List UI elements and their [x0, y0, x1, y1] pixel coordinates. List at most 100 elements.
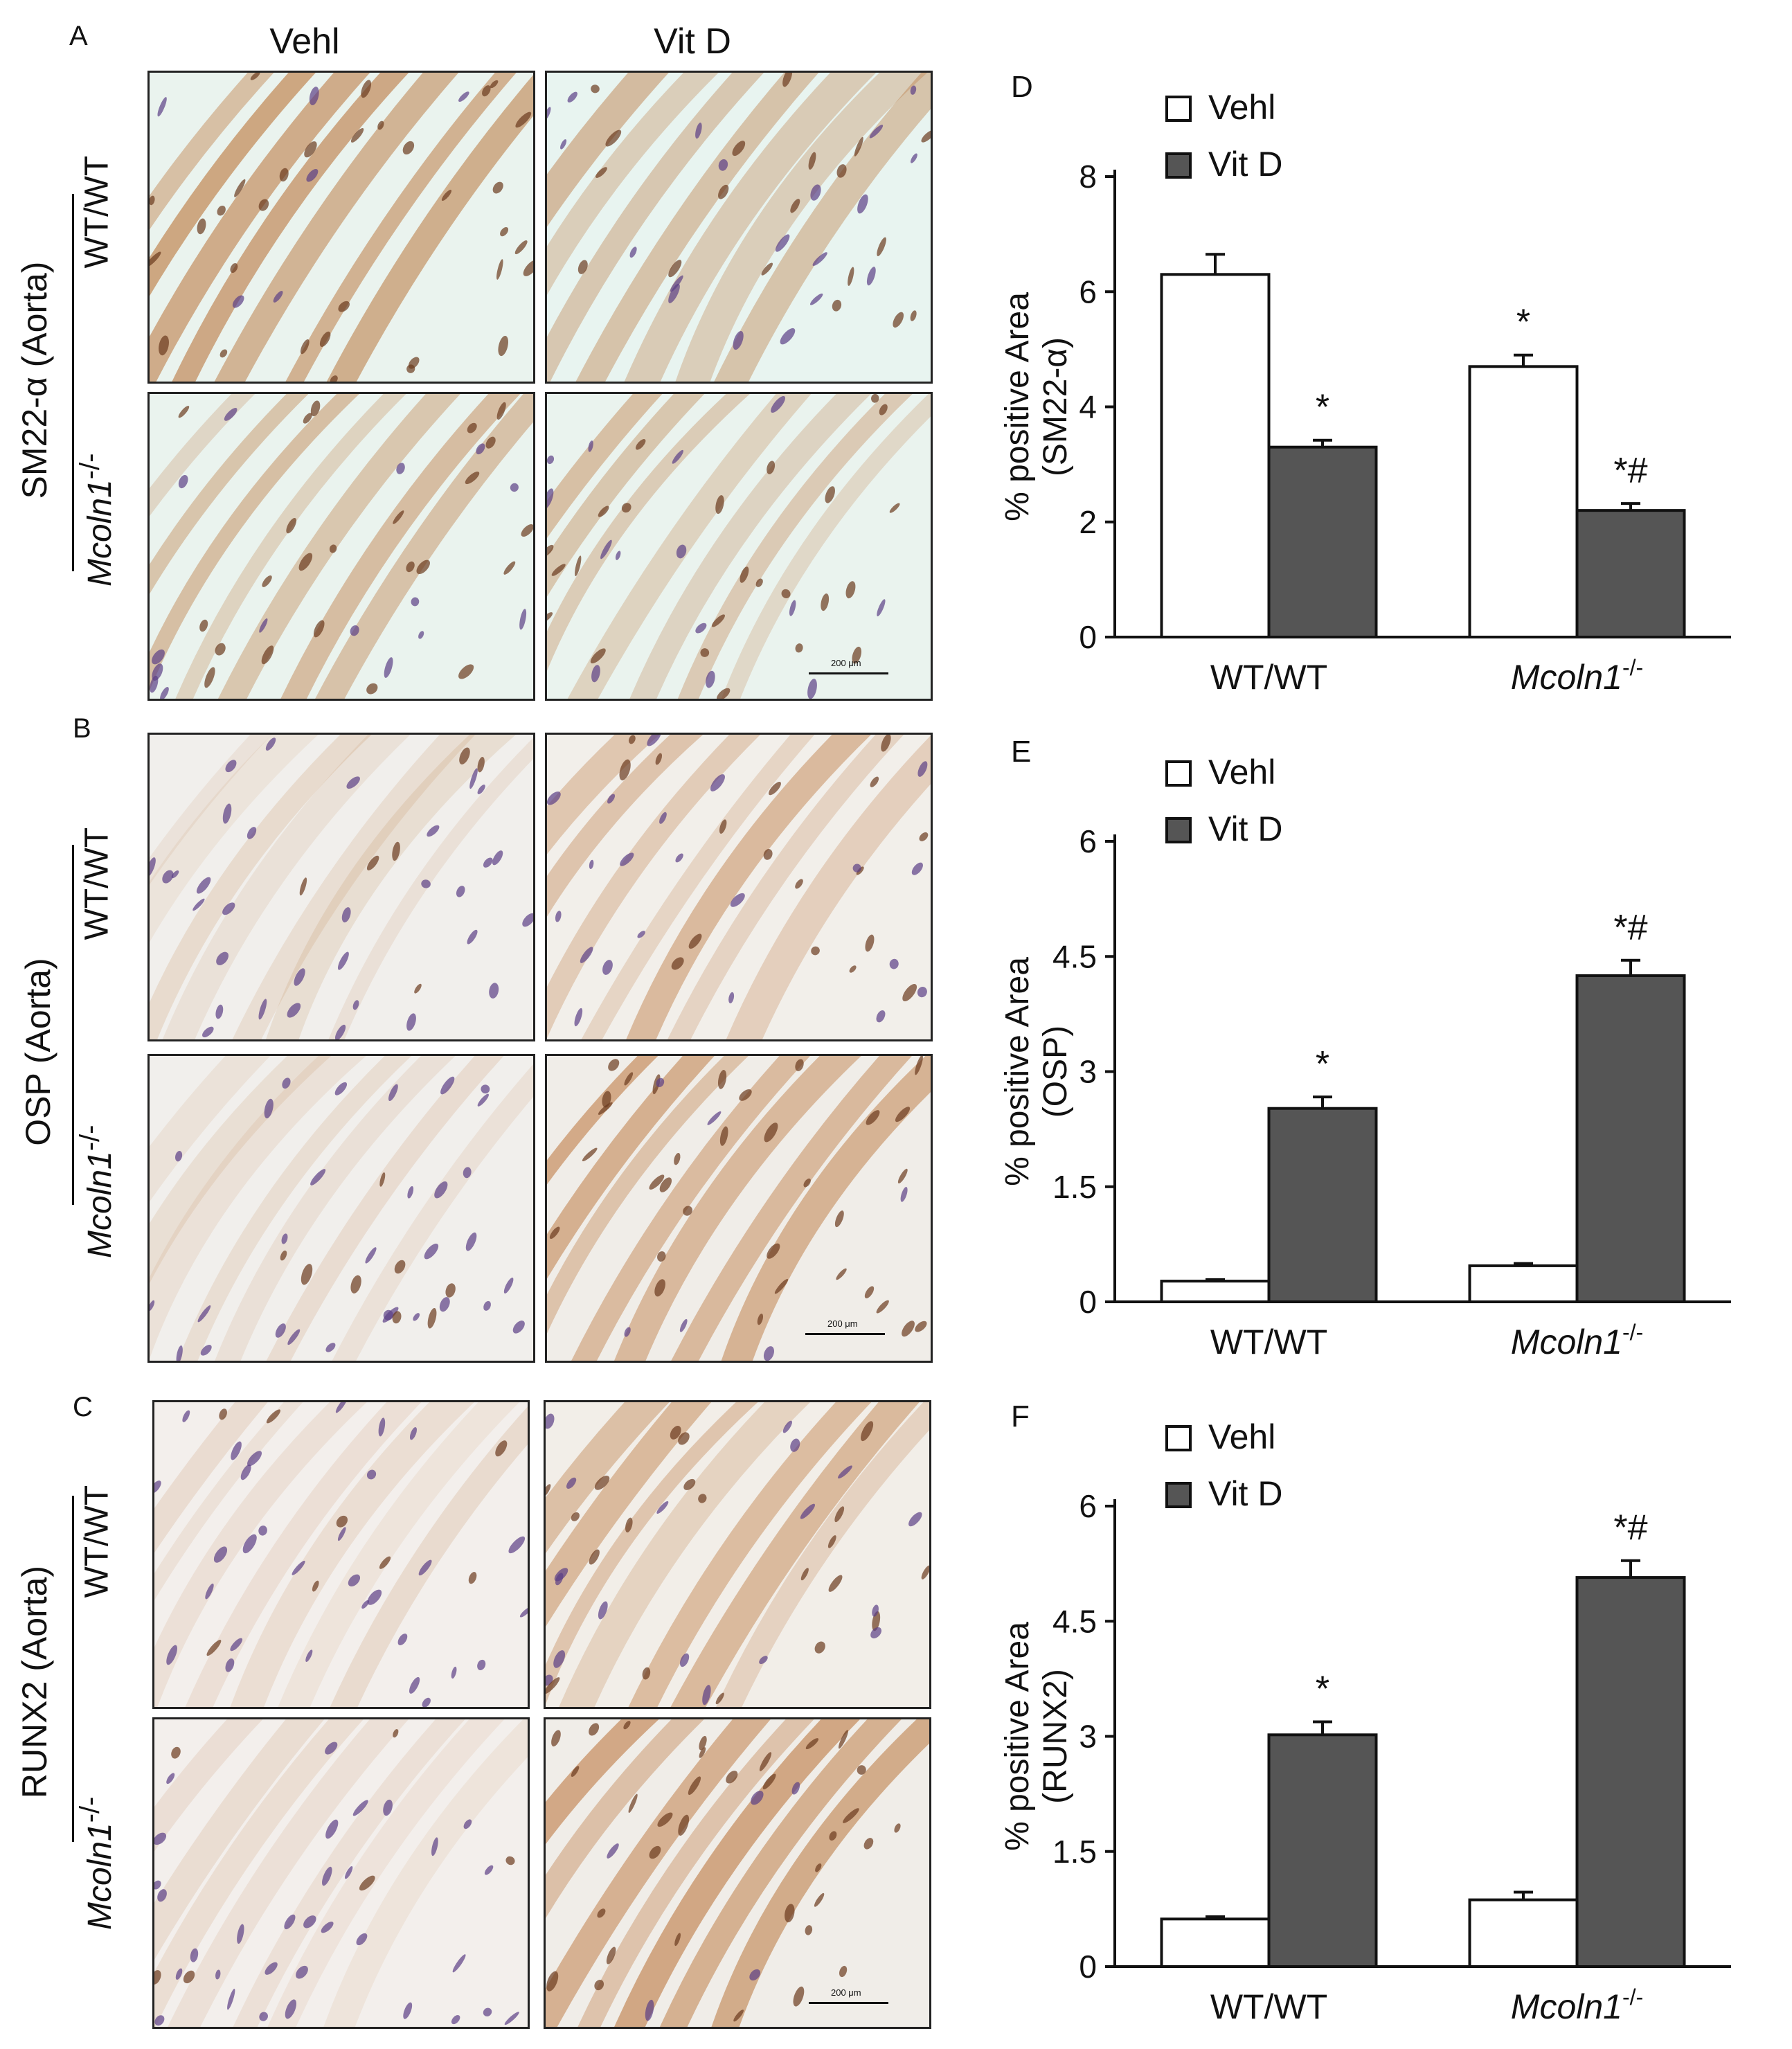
genotype-label-wt-a: WT/WT	[78, 155, 116, 269]
y-tick-label: 4.5	[1052, 938, 1097, 974]
x-category-label: Mcoln1-/-	[1511, 655, 1643, 697]
x-category-label: Mcoln1-/-	[1511, 1320, 1643, 1361]
y-tick-label: 2	[1079, 504, 1097, 540]
panel-letter-e: E	[1011, 735, 1031, 769]
y-tick-label: 3	[1079, 1719, 1097, 1755]
bar-vitd-0	[1267, 1107, 1378, 1303]
y-tick-label: 8	[1079, 159, 1097, 195]
scale-bar-c	[809, 2002, 888, 2004]
legend-label: Vit D	[1208, 1474, 1282, 1513]
chart-panel-d: D 0 2 4 6 8 % positive Area (SM22-α) * WT/WT * *# Mc…	[999, 70, 1731, 697]
scale-bar-label-a: 200 μm	[831, 658, 861, 668]
column-header-vehicle: Vehl	[269, 21, 340, 62]
row-label-runx2: RUNX2 (Aorta)	[15, 1565, 54, 1799]
significance-marker: *#	[1613, 1508, 1647, 1548]
micrograph-osp-ko-vehicle	[147, 1054, 535, 1363]
scale-bar-a	[809, 672, 888, 674]
micrograph-sm22-ko-vehicle	[147, 392, 535, 701]
x-category-label-sup: -/-	[1622, 1320, 1643, 1345]
bar-vehl-0	[1160, 1917, 1271, 1968]
bar-vitd-1	[1575, 509, 1686, 638]
genotype-label-ko-c-sup: -/-	[75, 1796, 105, 1823]
panel-letter-b: B	[73, 713, 91, 744]
scale-bar-b	[805, 1333, 885, 1335]
significance-marker: *#	[1613, 451, 1647, 491]
scale-bar-label-b: 200 μm	[827, 1318, 858, 1329]
legend-label: Vit D	[1208, 145, 1282, 184]
micrograph-sm22-wt-vitd	[545, 71, 933, 384]
legend-swatch-vitd	[1165, 817, 1192, 843]
y-tick-label: 3	[1079, 1054, 1097, 1090]
row-label-sm22: SM22-α (Aorta)	[15, 261, 54, 499]
panel-letter-a: A	[69, 21, 88, 51]
panel-letter-c: C	[73, 1392, 93, 1422]
micrograph-osp-wt-vehicle	[147, 733, 535, 1041]
scale-bar-label-c: 200 μm	[831, 1987, 861, 1998]
genotype-label-wt-c: WT/WT	[78, 1485, 116, 1598]
micrograph-runx2-ko-vitd	[544, 1717, 931, 2029]
chart-panel-f: F 0 1.5 3 4.5 6 % positive Area (RUNX2) * WT/WT *#…	[999, 1399, 1731, 2026]
row-divider-c	[72, 1496, 74, 1842]
bar-vehl-0	[1160, 1280, 1271, 1304]
x-category-label: WT/WT	[1210, 658, 1327, 697]
legend-swatch-vitd	[1165, 1482, 1192, 1508]
significance-marker: *	[1316, 1669, 1329, 1709]
bar-vehl-1	[1468, 1898, 1579, 1969]
y-axis-label: % positive Area	[999, 957, 1036, 1186]
significance-marker: *	[1316, 1044, 1329, 1084]
genotype-label-ko-b-text: Mcoln1	[82, 1151, 118, 1258]
legend-swatch-vehl	[1165, 760, 1192, 787]
micrograph-runx2-wt-vitd	[544, 1400, 931, 1709]
x-category-label: Mcoln1-/-	[1511, 1985, 1643, 2026]
micrograph-sm22-wt-vehicle	[147, 71, 535, 384]
legend-swatch-vehl	[1165, 96, 1192, 122]
y-axis-label-unit: (SM22-α)	[1037, 337, 1074, 476]
x-category-label: WT/WT	[1210, 1987, 1327, 2026]
significance-marker: *#	[1613, 908, 1647, 948]
bar-vitd-0	[1267, 1733, 1378, 1968]
genotype-label-ko-a: Mcoln1-/-	[75, 453, 119, 587]
x-category-label-sup: -/-	[1622, 1985, 1643, 2010]
x-category-label: WT/WT	[1210, 1323, 1327, 1361]
y-tick-label: 1.5	[1052, 1169, 1097, 1205]
y-tick-label: 6	[1079, 823, 1097, 859]
bar-vitd-0	[1267, 445, 1378, 638]
bar-vehl-0	[1160, 273, 1271, 638]
genotype-label-ko-b-sup: -/-	[75, 1125, 105, 1152]
y-tick-label: 0	[1079, 1284, 1097, 1320]
y-axis-label: % positive Area	[999, 292, 1036, 521]
genotype-label-ko-b: Mcoln1-/-	[75, 1125, 119, 1259]
significance-marker: *	[1316, 388, 1329, 428]
legend-swatch-vehl	[1165, 1425, 1192, 1451]
genotype-label-ko-a-text: Mcoln1	[82, 479, 118, 587]
y-tick-label: 6	[1079, 274, 1097, 310]
genotype-label-ko-c-text: Mcoln1	[82, 1823, 118, 1930]
x-category-label-text: Mcoln1	[1511, 658, 1622, 697]
legend-label: Vit D	[1208, 809, 1282, 848]
significance-marker: *	[1516, 303, 1530, 343]
chart-panel-e: E 0 1.5 3 4.5 6 % positive Area (OSP) * WT/WT *# Mc…	[999, 735, 1731, 1361]
x-category-label-text: Mcoln1	[1511, 1987, 1622, 2026]
x-category-label-text: Mcoln1	[1511, 1323, 1622, 1361]
y-tick-label: 4	[1079, 389, 1097, 425]
bar-vehl-1	[1468, 1264, 1579, 1303]
micrograph-runx2-ko-vehicle	[152, 1717, 530, 2029]
row-divider-b	[72, 845, 74, 1205]
y-tick-label: 6	[1079, 1488, 1097, 1524]
row-label-osp: OSP (Aorta)	[19, 958, 57, 1146]
bar-vitd-1	[1575, 974, 1686, 1303]
x-category-label-sup: -/-	[1622, 655, 1643, 680]
genotype-label-ko-c: Mcoln1-/-	[75, 1796, 119, 1931]
legend-label: Vehl	[1208, 1417, 1275, 1456]
micrograph-osp-wt-vitd	[545, 733, 933, 1041]
y-tick-label: 0	[1079, 619, 1097, 655]
panel-letter-f: F	[1011, 1399, 1030, 1433]
legend-swatch-vitd	[1165, 152, 1192, 179]
genotype-label-ko-a-sup: -/-	[75, 453, 105, 480]
genotype-label-wt-b: WT/WT	[78, 827, 116, 940]
panel-letter-d: D	[1011, 70, 1033, 104]
y-axis-label: % positive Area	[999, 1622, 1036, 1851]
row-divider-a	[72, 194, 74, 571]
y-tick-label: 1.5	[1052, 1834, 1097, 1870]
y-axis-label-unit: (RUNX2)	[1037, 1669, 1074, 1804]
